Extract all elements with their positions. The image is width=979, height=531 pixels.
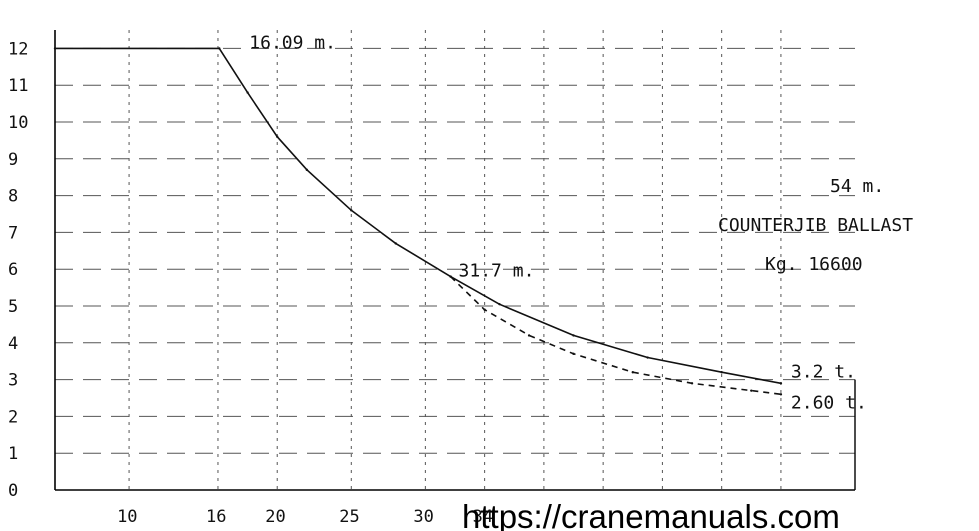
- series-1-point: [305, 168, 309, 172]
- series-1-point: [218, 47, 221, 50]
- annotations: 16.09 m. 31.7 m. 3.2 t. 2.60 t.: [249, 32, 866, 413]
- axis-frame: [54, 30, 856, 491]
- series-1-point: [646, 356, 649, 359]
- x-tick-label: 10: [117, 507, 137, 527]
- watermark-text: https://cranemanuals.com: [462, 498, 840, 531]
- annotation-label: 3.2 t.: [791, 361, 856, 382]
- y-tick-label: 5: [8, 297, 18, 317]
- y-tick-label: 11: [8, 76, 28, 96]
- y-tick-label: 7: [8, 223, 18, 243]
- series-curves: [53, 47, 783, 396]
- series-1-point: [350, 209, 353, 212]
- x-tick-label: 20: [265, 507, 285, 527]
- series-1-point: [572, 334, 575, 337]
- x-tick-label: 30: [413, 507, 433, 527]
- series-2-point: [690, 382, 694, 385]
- series-2-point: [449, 275, 452, 278]
- x-tick-label: 34: [473, 507, 493, 527]
- series-2-point: [572, 352, 575, 356]
- y-tick-label: 1: [8, 444, 18, 464]
- side-text-line-1: 54 m.: [830, 176, 884, 197]
- series-1-point: [53, 47, 57, 50]
- y-tick-label: 10: [8, 113, 28, 133]
- series-2-point: [750, 389, 753, 392]
- series-1-point: [498, 302, 501, 306]
- series-line-2: [450, 276, 781, 396]
- annotation-label: 2.60 t.: [791, 392, 867, 413]
- series-1-point: [720, 371, 723, 374]
- y-tick-label: 3: [8, 371, 18, 391]
- y-tick-label: 4: [8, 334, 18, 354]
- x-tick-label: 16: [206, 507, 226, 527]
- y-tick-label: 8: [8, 187, 18, 207]
- y-tick-label: 9: [8, 150, 18, 170]
- series-2-point: [779, 393, 783, 396]
- x-tick-label: 25: [339, 507, 359, 527]
- annotation-label: 31.7 m.: [459, 261, 535, 282]
- series-1-point: [779, 382, 783, 385]
- side-text-line-2: COUNTERJIB BALLAST: [718, 215, 913, 236]
- series-1-point: [394, 242, 397, 245]
- y-tick-label: 6: [8, 260, 18, 280]
- y-tick-label: 0: [8, 481, 18, 501]
- annotation-label: 16.09 m.: [249, 32, 336, 53]
- grid-lines: [55, 30, 855, 490]
- y-tick-label: 12: [8, 39, 28, 59]
- x-tick-labels: 10 16 20 25 30 34: [117, 507, 493, 527]
- series-2-point: [527, 334, 531, 337]
- side-text-line-3: Kg. 16600: [765, 254, 863, 275]
- series-line-1: [55, 47, 782, 385]
- series-2-point: [483, 308, 486, 311]
- series-1-point: [246, 91, 249, 94]
- series-2-point: [631, 371, 634, 374]
- y-tick-label: 2: [8, 407, 18, 427]
- series-1-point: [276, 135, 279, 138]
